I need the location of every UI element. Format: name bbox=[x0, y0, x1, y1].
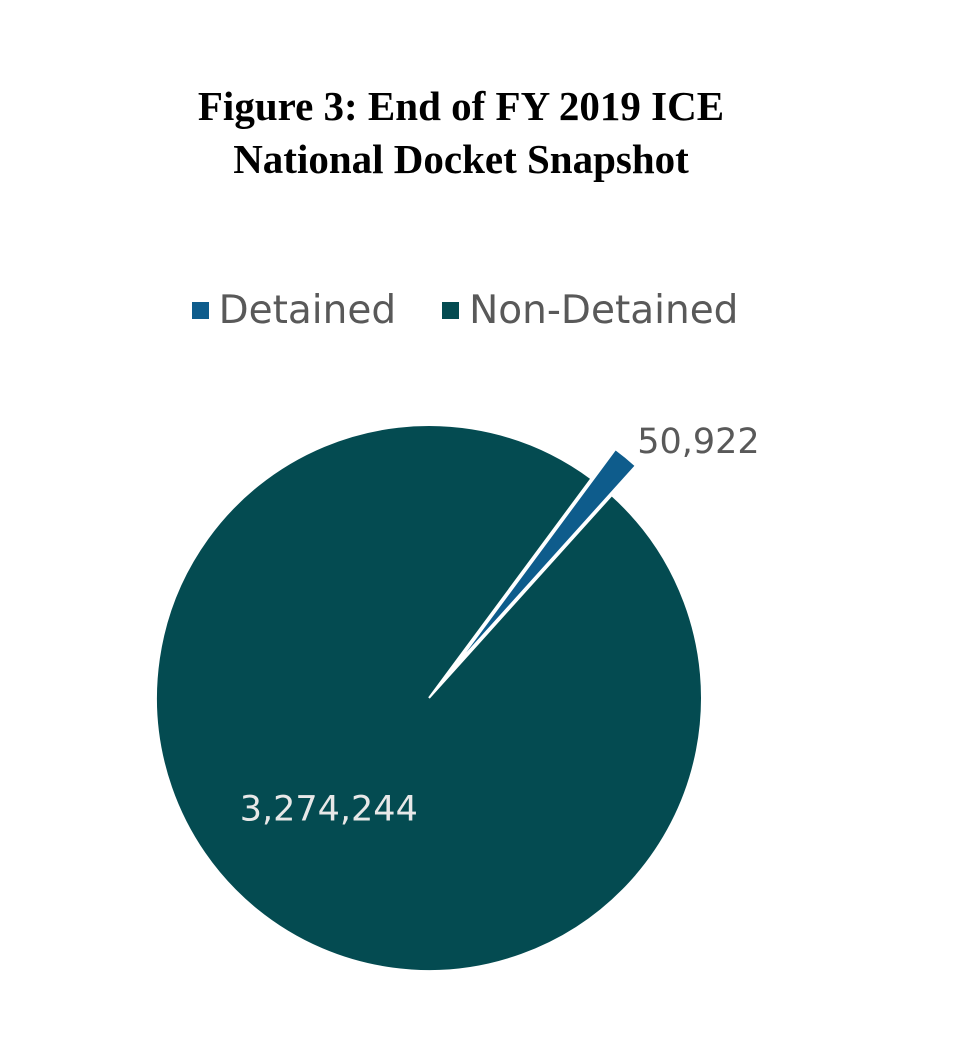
pie-slice-detained bbox=[452, 447, 638, 670]
chart-title-line-2: National Docket Snapshot bbox=[233, 136, 689, 182]
chart-legend: Detained Non-Detained bbox=[0, 288, 930, 333]
legend-swatch-non-detained bbox=[442, 302, 460, 319]
legend-swatch-detained bbox=[191, 302, 209, 319]
data-label-non-detained: 3,274,244 bbox=[240, 790, 418, 830]
legend-label-detained: Detained bbox=[218, 288, 397, 333]
legend-item-detained: Detained bbox=[191, 288, 397, 333]
data-label-detained: 50,922 bbox=[637, 422, 759, 462]
chart-title: Figure 3: End of FY 2019 ICE National Do… bbox=[0, 80, 922, 186]
chart-title-line-1: Figure 3: End of FY 2019 ICE bbox=[197, 83, 725, 129]
pie-slice-non-detained bbox=[155, 424, 703, 972]
legend-label-non-detained: Non-Detained bbox=[469, 288, 739, 333]
legend-item-non-detained: Non-Detained bbox=[442, 288, 738, 333]
